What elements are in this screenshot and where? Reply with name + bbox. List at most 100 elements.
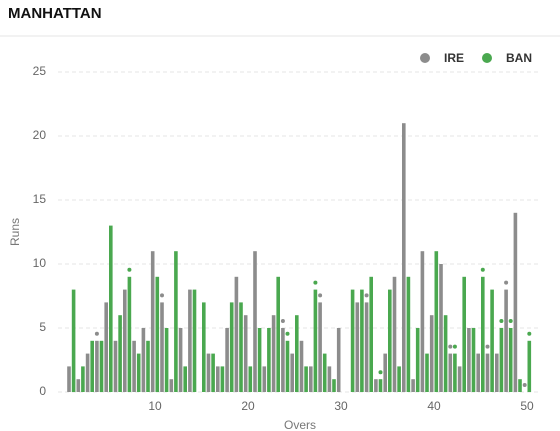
bar bbox=[169, 379, 174, 392]
bar bbox=[71, 289, 76, 392]
bar bbox=[318, 302, 322, 392]
bar bbox=[499, 328, 504, 392]
legend-marker bbox=[420, 53, 430, 63]
wicket-dot bbox=[378, 370, 383, 375]
y-tick-label: 5 bbox=[39, 320, 46, 334]
y-tick-label: 0 bbox=[39, 384, 46, 398]
bar bbox=[383, 353, 387, 392]
x-tick-label: 40 bbox=[427, 399, 441, 413]
wicket-dot bbox=[522, 383, 527, 387]
bar bbox=[439, 264, 443, 392]
bar bbox=[136, 353, 141, 392]
wicket-dot bbox=[160, 293, 164, 298]
bar bbox=[364, 302, 369, 392]
bar bbox=[164, 328, 169, 392]
bar bbox=[206, 353, 211, 392]
bar bbox=[374, 379, 378, 392]
x-tick-label: 10 bbox=[148, 399, 162, 413]
bar bbox=[225, 328, 229, 392]
bar bbox=[508, 328, 513, 392]
bar bbox=[490, 289, 494, 392]
bar bbox=[99, 340, 104, 392]
bar bbox=[471, 328, 476, 392]
bar bbox=[216, 366, 220, 392]
x-axis-label: Overs bbox=[284, 418, 316, 431]
legend-label: IRE bbox=[444, 51, 464, 65]
bar bbox=[429, 315, 434, 392]
bar bbox=[518, 379, 522, 392]
bar bbox=[402, 123, 406, 392]
bar bbox=[285, 340, 290, 392]
bar bbox=[67, 366, 71, 392]
bar bbox=[76, 379, 81, 392]
x-tick-label: 30 bbox=[334, 399, 348, 413]
y-tick-label: 10 bbox=[33, 256, 47, 270]
bar bbox=[434, 251, 439, 392]
bar bbox=[378, 379, 383, 392]
wicket-dot bbox=[448, 344, 453, 349]
bar bbox=[527, 340, 532, 392]
wicket-dot bbox=[94, 331, 99, 336]
bar bbox=[174, 251, 178, 392]
bar bbox=[476, 353, 480, 392]
wicket-dot bbox=[485, 344, 490, 349]
bar bbox=[104, 302, 108, 392]
legend-label: BAN bbox=[506, 51, 532, 65]
bar bbox=[202, 302, 206, 392]
y-tick-label: 20 bbox=[33, 128, 47, 142]
bar bbox=[253, 251, 257, 392]
bar bbox=[160, 302, 164, 392]
wicket-dot bbox=[285, 331, 290, 336]
y-axis-label: Runs bbox=[8, 218, 22, 246]
chart-title: MANHATTAN bbox=[8, 5, 102, 22]
bar bbox=[350, 289, 355, 392]
bar bbox=[95, 340, 99, 392]
bar bbox=[262, 366, 267, 392]
bar bbox=[443, 315, 448, 392]
bar bbox=[309, 366, 313, 392]
bar bbox=[113, 340, 118, 392]
bar bbox=[109, 225, 113, 392]
wicket-dot bbox=[313, 280, 318, 285]
bar bbox=[141, 328, 146, 392]
bar bbox=[239, 302, 243, 392]
bar bbox=[322, 353, 327, 392]
bar bbox=[327, 366, 332, 392]
x-tick-label: 50 bbox=[520, 399, 534, 413]
bar bbox=[448, 353, 453, 392]
bar bbox=[411, 379, 415, 392]
bar bbox=[127, 276, 132, 392]
bar bbox=[188, 289, 192, 392]
bar bbox=[192, 289, 197, 392]
bar bbox=[481, 276, 485, 392]
wicket-dot bbox=[499, 319, 504, 323]
bar bbox=[313, 289, 318, 392]
bar bbox=[243, 315, 248, 392]
bar bbox=[183, 366, 187, 392]
bar bbox=[304, 366, 308, 392]
bar bbox=[299, 340, 304, 392]
bar bbox=[276, 276, 280, 392]
x-tick-label: 20 bbox=[241, 399, 255, 413]
bar bbox=[211, 353, 215, 392]
wicket-dot bbox=[318, 293, 323, 298]
wicket-dot bbox=[508, 319, 513, 323]
bar bbox=[495, 353, 499, 392]
bar bbox=[420, 251, 425, 392]
bar bbox=[150, 251, 155, 392]
bar bbox=[369, 276, 373, 392]
wicket-dot bbox=[504, 280, 509, 285]
bar bbox=[220, 366, 225, 392]
bar bbox=[425, 353, 429, 392]
bar bbox=[146, 340, 150, 392]
bar bbox=[392, 276, 397, 392]
bar bbox=[257, 328, 262, 392]
bar bbox=[90, 340, 94, 392]
bar bbox=[355, 302, 360, 392]
bar bbox=[271, 315, 276, 392]
wicket-dot bbox=[364, 293, 369, 298]
wicket-dot bbox=[127, 267, 132, 272]
bar bbox=[415, 328, 420, 392]
